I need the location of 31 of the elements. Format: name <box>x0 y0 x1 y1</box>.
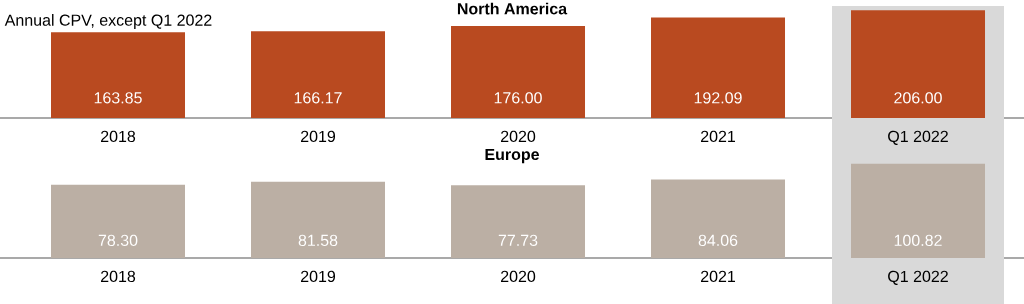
bar <box>451 25 586 118</box>
bar <box>651 17 786 118</box>
x-tick-label: Q1 2022 <box>888 270 948 285</box>
bar <box>51 184 186 258</box>
bar <box>251 31 386 118</box>
data-label: 176.00 <box>494 92 542 104</box>
data-label: 81.58 <box>298 234 338 247</box>
bar <box>51 32 186 118</box>
x-tick-label: Q1 2022 <box>888 130 948 145</box>
x-tick-label: 2019 <box>301 270 336 283</box>
x-tick-label: 2021 <box>701 270 736 283</box>
x-tick-label: 2020 <box>501 130 536 143</box>
data-label: 206.00 <box>894 92 942 104</box>
x-tick-label: 2018 <box>101 270 136 283</box>
annotation: Annual CPV, except Q1 2022 <box>4 14 212 29</box>
x-tick-label: 2020 <box>501 270 536 283</box>
data-label: 84.06 <box>698 234 738 247</box>
data-label: 77.73 <box>498 234 538 247</box>
chart-title: North America <box>457 2 568 15</box>
x-tick-label: 2018 <box>101 130 136 143</box>
x-tick-label: 2021 <box>701 130 736 143</box>
chart-title: Europe <box>485 148 540 164</box>
data-label: 166.17 <box>294 92 342 104</box>
bar <box>451 185 586 258</box>
x-tick-label: 2019 <box>301 130 336 143</box>
bar <box>651 179 786 258</box>
data-label: 163.85 <box>94 92 142 104</box>
data-label: 192.09 <box>694 92 742 104</box>
data-label: 100.82 <box>894 234 942 247</box>
data-label: 78.30 <box>98 234 138 247</box>
bar <box>251 181 386 258</box>
